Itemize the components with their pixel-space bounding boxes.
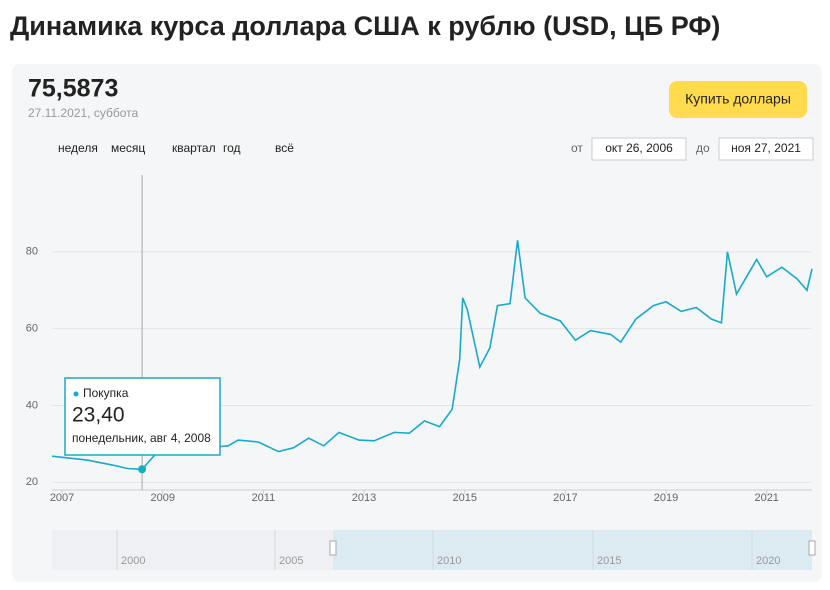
y-tick-label: 20 xyxy=(26,476,38,488)
y-tick-label: 80 xyxy=(26,246,38,258)
navigator-handle[interactable] xyxy=(329,540,337,556)
navigator-label: 2020 xyxy=(756,555,780,567)
period-link[interactable]: всё xyxy=(275,141,294,155)
to-value[interactable]: ноя 27, 2021 xyxy=(731,141,801,155)
price: 75,5873 xyxy=(28,75,118,103)
tooltip xyxy=(64,377,221,456)
x-tick-label: 2021 xyxy=(754,492,778,504)
price-date: 27.11.2021, суббота xyxy=(28,106,138,120)
from-value[interactable]: окт 26, 2006 xyxy=(605,141,673,155)
period-link[interactable]: неделя xyxy=(58,141,98,155)
y-tick-label: 40 xyxy=(26,399,38,411)
buy-button[interactable] xyxy=(669,81,807,118)
x-tick-label: 2007 xyxy=(50,492,74,504)
page-title: Динамика курса доллара США к рублю (USD,… xyxy=(10,11,720,41)
period-link[interactable]: квартал xyxy=(172,141,216,155)
to-label: до xyxy=(696,141,710,155)
navigator-label: 2000 xyxy=(121,555,145,567)
x-tick-label: 2019 xyxy=(654,492,678,504)
hover-point xyxy=(138,465,147,474)
from-label: от xyxy=(571,141,583,155)
from-input[interactable] xyxy=(591,137,687,161)
x-tick-label: 2011 xyxy=(252,492,276,504)
x-tick-label: 2013 xyxy=(352,492,376,504)
navigator-label: 2010 xyxy=(437,555,461,567)
period-link[interactable]: месяц xyxy=(111,141,145,155)
tooltip-dot xyxy=(73,391,79,397)
tooltip-date: понедельник, авг 4, 2008 xyxy=(72,431,211,445)
x-tick-label: 2017 xyxy=(553,492,577,504)
x-tick-label: 2009 xyxy=(150,492,174,504)
tooltip-value: 23,40 xyxy=(72,404,125,427)
x-tick-label: 2015 xyxy=(452,492,476,504)
y-tick-label: 60 xyxy=(26,323,38,335)
navigator-handle[interactable] xyxy=(808,540,816,556)
navigator-selection[interactable] xyxy=(333,530,812,570)
buy-button-label[interactable]: Купить доллары xyxy=(685,91,791,107)
to-input[interactable] xyxy=(718,137,814,161)
navigator-label: 2005 xyxy=(279,555,303,567)
period-link[interactable]: год xyxy=(223,141,241,155)
tooltip-legend: Покупка xyxy=(83,386,129,400)
navigator-label: 2015 xyxy=(597,555,621,567)
